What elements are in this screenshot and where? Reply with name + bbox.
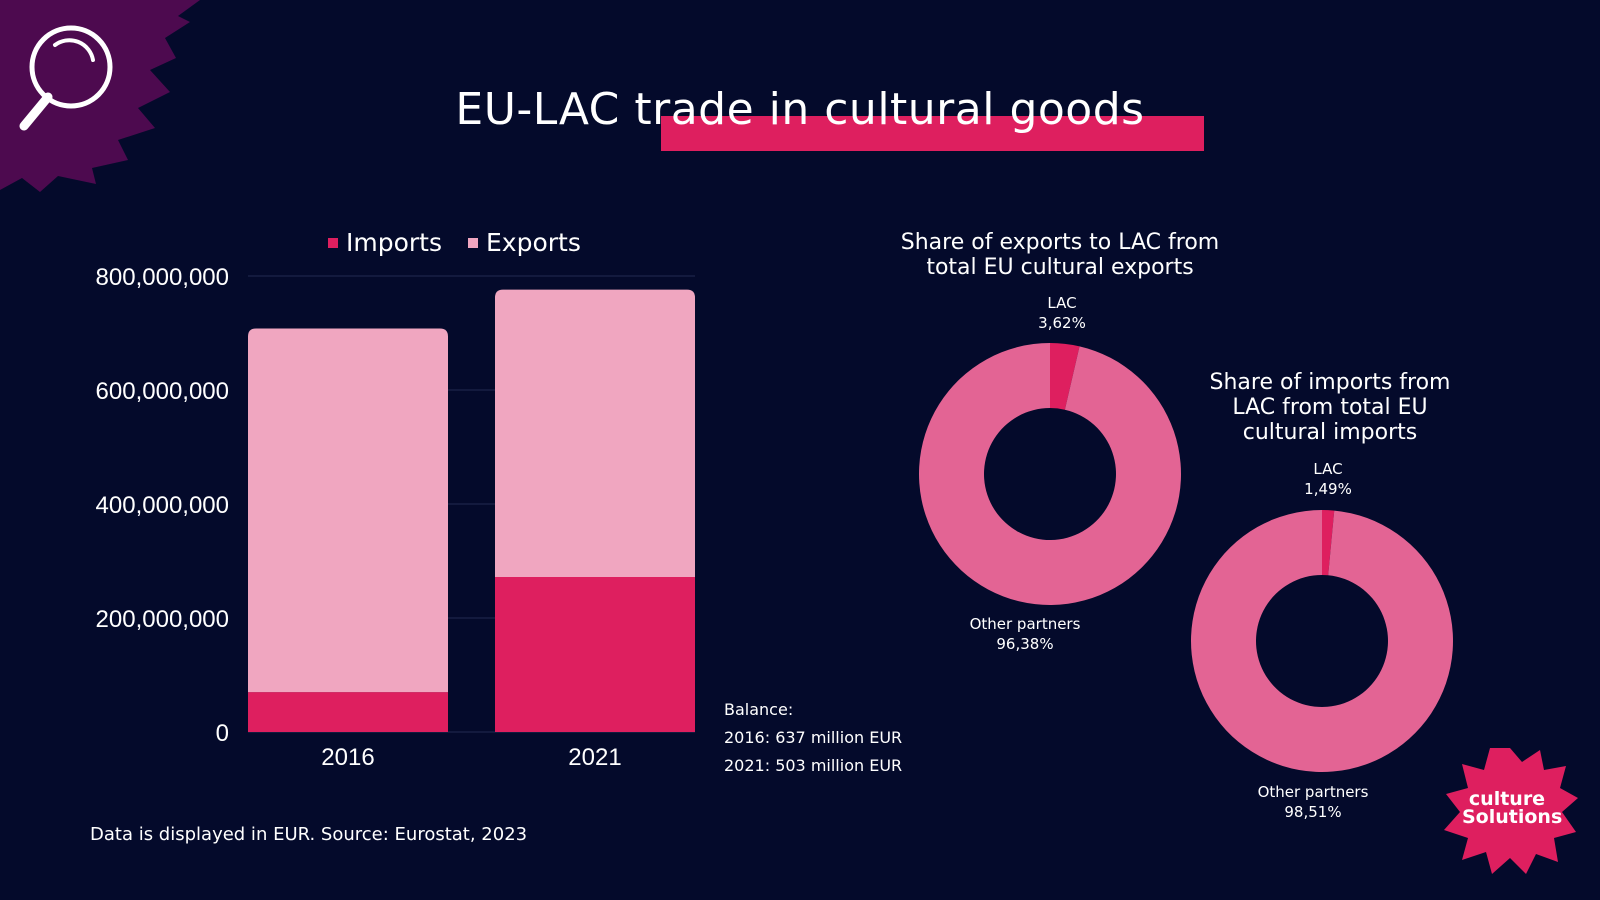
- x-tick-label: 2021: [568, 744, 621, 771]
- x-tick-label: 2016: [321, 744, 374, 771]
- y-tick-label: 600,000,000: [96, 378, 229, 405]
- legend-swatch-exports: [468, 237, 478, 248]
- ink-splash-icon: [1444, 748, 1578, 874]
- y-tick-label: 0: [216, 720, 229, 747]
- bar-imports-2016: [248, 692, 448, 732]
- brand-logo: culture Solutions: [1462, 788, 1563, 828]
- bar-exports-2021: [495, 289, 695, 577]
- donut-exports-title-line2: total EU cultural exports: [926, 255, 1194, 280]
- legend-label-imports: Imports: [346, 228, 442, 257]
- bar-exports-2016: [248, 328, 448, 693]
- donut-imports-lac-value: 1,49%: [1304, 480, 1352, 498]
- donut-exports-others-value: 96,38%: [996, 635, 1054, 653]
- donut-imports-others-value: 98,51%: [1284, 803, 1342, 821]
- legend-exports: Exports: [468, 228, 581, 257]
- legend-label-exports: Exports: [486, 228, 581, 257]
- donut-imports-others-name: Other partners: [1257, 783, 1369, 801]
- donut-exports-lac-name: LAC: [1047, 294, 1077, 312]
- donut-exports-lac-label: LAC 3,62%: [1002, 293, 1122, 333]
- source-note: Data is displayed in EUR. Source: Eurost…: [90, 824, 528, 845]
- y-tick-label: 200,000,000: [96, 606, 229, 633]
- donut-imports-title-line2: LAC from total EU: [1232, 395, 1428, 420]
- balance-heading: Balance:: [724, 700, 794, 719]
- donut-exports-lac-value: 3,62%: [1038, 314, 1086, 332]
- top-left-splash: [0, 0, 200, 192]
- brand-logo-line1: culture: [1468, 788, 1546, 810]
- donut-exports-title-line1: Share of exports to LAC from: [900, 230, 1220, 255]
- donut-exports-title: Share of exports to LAC from total EU cu…: [860, 230, 1260, 280]
- page-title: EU-LAC trade in cultural goods: [455, 84, 1145, 135]
- title-highlight: [661, 116, 1204, 151]
- donut-imports-slice-other-partners: [1190, 510, 1453, 772]
- donut-imports-lac-label: LAC 1,49%: [1268, 459, 1388, 499]
- donut-imports-title-line1: Share of imports from: [1209, 370, 1451, 395]
- legend-swatch-imports: [328, 237, 338, 248]
- y-tick-label: 800,000,000: [96, 264, 229, 291]
- magnifying-glass-icon: [19, 25, 113, 131]
- donut-imports-title-line3: cultural imports: [1242, 420, 1418, 445]
- y-tick-label: 400,000,000: [96, 492, 229, 519]
- balance-2016: 2016: 637 million EUR: [724, 728, 903, 747]
- legend-imports: Imports: [328, 228, 442, 257]
- balance-note: Balance: 2016: 637 million EUR 2021: 503…: [724, 696, 902, 780]
- stacked-bar-chart: 0 200,000,000 400,000,000 600,000,000 800,00…: [96, 264, 695, 771]
- donut-imports-title: Share of imports from LAC from total EU …: [1160, 370, 1500, 445]
- donut-imports-others-label: Other partners 98,51%: [1228, 782, 1398, 822]
- donut-exports-others-label: Other partners 96,38%: [940, 614, 1110, 654]
- bar-imports-2021: [495, 576, 695, 732]
- donut-exports-others-name: Other partners: [969, 615, 1081, 633]
- chart-legend: Imports Exports: [328, 228, 581, 257]
- donut-imports-slice-lac: [1322, 510, 1335, 576]
- donut-imports-lac-name: LAC: [1313, 460, 1343, 478]
- donut-exports-slice-other-partners: [919, 343, 1181, 605]
- donut-exports-slice-lac: [1050, 343, 1080, 410]
- balance-2021: 2021: 503 million EUR: [724, 756, 903, 775]
- brand-logo-line2: Solutions: [1462, 806, 1563, 828]
